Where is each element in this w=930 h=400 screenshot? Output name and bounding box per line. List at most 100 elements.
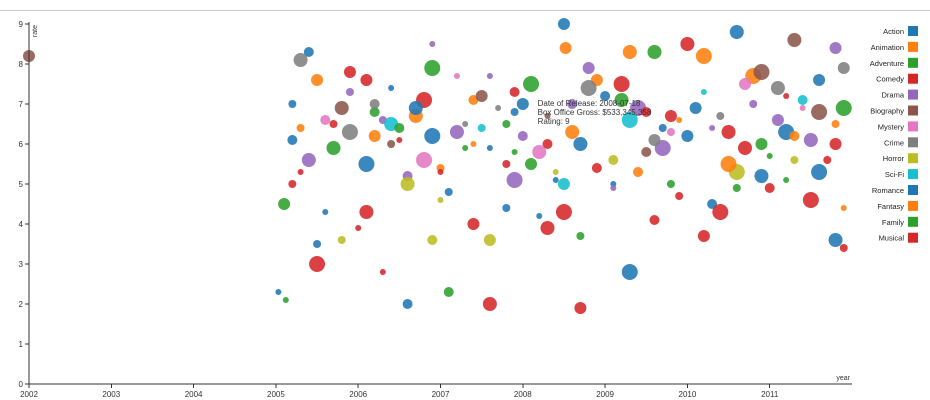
data-point-drama[interactable] <box>517 131 528 141</box>
data-point-adventure[interactable] <box>766 153 773 159</box>
data-point-comedy[interactable] <box>680 37 695 51</box>
data-point-adventure[interactable] <box>525 158 538 170</box>
data-point-crime[interactable] <box>580 80 597 96</box>
data-point-action[interactable] <box>516 98 529 110</box>
data-point-animation[interactable] <box>695 48 712 64</box>
data-point-action[interactable] <box>444 188 453 196</box>
data-point-family[interactable] <box>783 177 790 183</box>
data-point-romance[interactable] <box>811 164 828 180</box>
data-point-adventure[interactable] <box>614 93 629 107</box>
data-point-action[interactable] <box>658 124 667 132</box>
data-point-comedy[interactable] <box>675 192 684 200</box>
data-point-action[interactable] <box>813 74 826 86</box>
data-point-sci-fi[interactable] <box>477 124 486 132</box>
data-point-action[interactable] <box>358 156 375 172</box>
data-point-family[interactable] <box>326 141 341 155</box>
data-point-family[interactable] <box>666 180 675 188</box>
data-point-horror[interactable] <box>400 177 415 191</box>
data-point-action[interactable] <box>754 169 769 183</box>
data-point-biography[interactable] <box>787 33 802 47</box>
data-point-mystery[interactable] <box>666 128 675 136</box>
data-point-comedy[interactable] <box>482 297 497 311</box>
data-point-fantasy[interactable] <box>720 156 737 172</box>
data-point-comedy[interactable] <box>437 169 444 175</box>
data-point-mystery[interactable] <box>320 115 331 125</box>
data-point-crime[interactable] <box>462 121 469 127</box>
data-point-comedy[interactable] <box>555 204 572 220</box>
data-point-action[interactable] <box>303 47 314 57</box>
data-point-comedy[interactable] <box>839 244 848 252</box>
data-point-action[interactable] <box>828 233 843 247</box>
data-point-animation[interactable] <box>789 131 800 141</box>
data-point-adventure[interactable] <box>732 184 741 192</box>
data-point-horror[interactable] <box>483 234 496 246</box>
data-point-drama[interactable] <box>506 172 523 188</box>
data-point-fantasy[interactable] <box>565 125 580 139</box>
data-point-comedy[interactable] <box>329 120 338 128</box>
data-point-action[interactable] <box>313 240 322 248</box>
data-point-action[interactable] <box>486 145 493 151</box>
data-point-action[interactable] <box>424 128 441 144</box>
data-point-comedy[interactable] <box>764 183 775 193</box>
data-point-musical[interactable] <box>712 204 729 220</box>
data-point-crime[interactable] <box>369 99 380 109</box>
data-point-comedy[interactable] <box>379 269 386 275</box>
data-point-action[interactable] <box>510 108 519 116</box>
data-point-horror[interactable] <box>790 156 799 164</box>
data-point-romance[interactable] <box>600 91 611 101</box>
data-point-horror[interactable] <box>437 197 444 203</box>
data-point-mystery[interactable] <box>532 145 547 159</box>
data-point-horror[interactable] <box>552 169 559 175</box>
data-point-drama[interactable] <box>486 73 493 79</box>
data-point-drama[interactable] <box>449 125 464 139</box>
data-point-crime[interactable] <box>293 53 308 67</box>
data-point-mystery[interactable] <box>453 73 460 79</box>
data-point-musical[interactable] <box>360 74 373 86</box>
data-point-crime[interactable] <box>770 81 785 95</box>
data-point-crime[interactable] <box>716 112 725 120</box>
data-point-animation[interactable] <box>296 124 305 132</box>
data-point-drama[interactable] <box>803 133 818 147</box>
data-point-biography[interactable] <box>544 113 551 119</box>
data-point-family[interactable] <box>755 138 768 150</box>
data-point-action[interactable] <box>689 102 702 114</box>
data-point-action[interactable] <box>573 137 588 151</box>
data-point-mystery[interactable] <box>799 105 806 111</box>
data-point-comedy[interactable] <box>591 163 602 173</box>
data-point-sci-fi[interactable] <box>621 112 638 128</box>
data-point-crime[interactable] <box>837 62 850 74</box>
data-point-action[interactable] <box>621 264 638 280</box>
data-point-drama[interactable] <box>429 41 436 47</box>
data-point-romance[interactable] <box>681 130 694 142</box>
data-point-sci-fi[interactable] <box>557 178 570 190</box>
data-point-horror[interactable] <box>337 236 346 244</box>
data-point-comedy[interactable] <box>823 156 832 164</box>
data-point-romance[interactable] <box>536 213 543 219</box>
data-point-horror[interactable] <box>427 235 438 245</box>
data-point-adventure[interactable] <box>576 232 585 240</box>
data-point-adventure[interactable] <box>369 107 380 117</box>
data-point-adventure[interactable] <box>502 120 511 128</box>
data-point-comedy[interactable] <box>613 76 630 92</box>
data-point-animation[interactable] <box>622 45 637 59</box>
data-point-action[interactable] <box>287 135 298 145</box>
data-point-crime[interactable] <box>648 134 661 146</box>
data-point-fantasy[interactable] <box>470 141 477 147</box>
data-point-action[interactable] <box>388 85 395 91</box>
data-point-action[interactable] <box>402 299 413 309</box>
data-point-comedy[interactable] <box>721 125 736 139</box>
data-point-biography[interactable] <box>475 90 488 102</box>
data-point-biography[interactable] <box>641 147 652 157</box>
data-point-crime[interactable] <box>341 124 358 140</box>
data-point-drama[interactable] <box>771 114 784 126</box>
data-point-family[interactable] <box>511 149 518 155</box>
data-point-comedy[interactable] <box>738 141 753 155</box>
data-point-animation[interactable] <box>676 117 683 123</box>
data-point-comedy[interactable] <box>355 225 362 231</box>
data-point-romance[interactable] <box>502 204 511 212</box>
data-point-musical[interactable] <box>540 221 555 235</box>
data-point-adventure[interactable] <box>647 45 662 59</box>
data-point-drama[interactable] <box>345 88 354 96</box>
data-point-adventure[interactable] <box>443 287 454 297</box>
data-point-drama[interactable] <box>567 99 578 109</box>
